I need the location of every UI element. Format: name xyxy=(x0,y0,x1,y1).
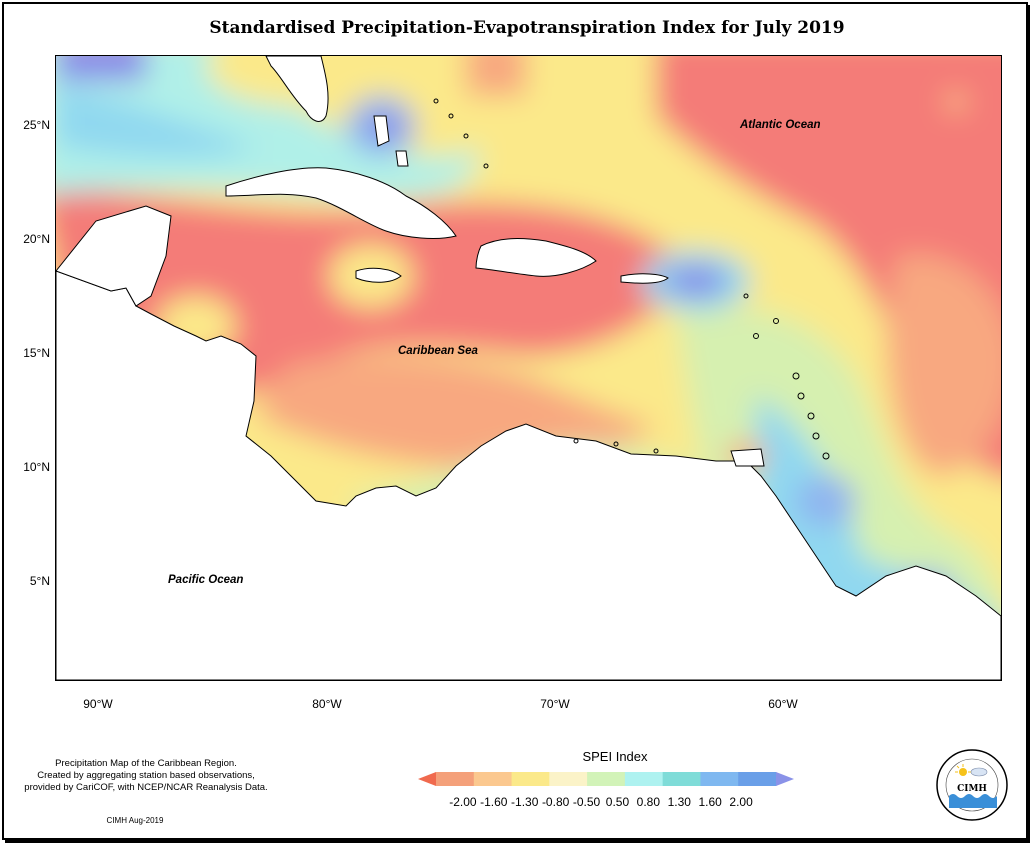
y-axis-label: 10°N xyxy=(23,460,50,474)
legend-tick-label: -1.60 xyxy=(480,795,508,809)
caribbean-sea-label: Caribbean Sea xyxy=(398,345,478,357)
legend-swatch-low-cap xyxy=(418,772,436,786)
legend-swatch xyxy=(700,772,739,786)
spei-legend-bar xyxy=(418,772,794,786)
legend-swatch xyxy=(473,772,513,786)
x-axis-label: 60°W xyxy=(768,697,798,711)
legend-swatch xyxy=(662,772,701,786)
legend-swatch-high-cap xyxy=(776,772,794,786)
legend-tick-label: 1.60 xyxy=(698,795,722,809)
legend-tick-label: -1.30 xyxy=(511,795,539,809)
map-description: Precipitation Map of the Caribbean Regio… xyxy=(6,758,286,794)
map-canvas xyxy=(56,56,1001,680)
legend-title: SPEI Index xyxy=(582,749,648,764)
atlantic-ocean-label: Atlantic Ocean xyxy=(740,119,821,131)
map-credit: CIMH Aug-2019 xyxy=(106,816,164,825)
legend-swatch xyxy=(624,772,664,786)
note-line: Precipitation Map of the Caribbean Regio… xyxy=(55,758,237,769)
legend-swatch xyxy=(738,772,777,786)
cimh-seal: CIMH xyxy=(936,749,1008,821)
x-axis-label: 70°W xyxy=(540,697,570,711)
legend-tick-label: -2.00 xyxy=(449,795,477,809)
legend-tick-label: -0.80 xyxy=(541,795,570,809)
logo-text: CIMH xyxy=(957,784,987,794)
land-outlines xyxy=(56,56,1001,680)
y-axis-label: 15°N xyxy=(23,346,50,360)
map-title: Standardised Precipitation-Evapotranspir… xyxy=(209,18,845,38)
legend-swatch xyxy=(587,772,626,786)
legend-tick-label: 1.30 xyxy=(667,795,691,809)
x-axis-label: 90°W xyxy=(83,697,113,711)
pacific-ocean-label: Pacific Ocean xyxy=(168,574,244,586)
legend-tick-label: 0.80 xyxy=(636,795,661,809)
legend-swatches xyxy=(418,772,794,786)
y-axis-label: 5°N xyxy=(29,574,50,588)
y-axis-label: 20°N xyxy=(23,232,50,246)
note-line: provided by CariCOF, with NCEP/NCAR Rean… xyxy=(24,782,268,793)
small-islands xyxy=(433,98,830,460)
legend-ticks: -2.00 -1.60 -1.30 -0.80 -0.50 0.50 0.80 1.30 1.6… xyxy=(418,795,794,811)
legend-swatch xyxy=(436,772,475,786)
legend-tick-label: 0.50 xyxy=(605,795,630,809)
legend-tick-label: -0.50 xyxy=(572,795,601,809)
legend-swatch xyxy=(549,772,588,786)
legend-swatch xyxy=(511,772,550,786)
y-axis-label: 25°N xyxy=(23,118,50,132)
x-axis-label: 80°W xyxy=(312,697,342,711)
cimh-logo: CIMH xyxy=(935,748,1009,822)
note-line: Created by aggregating station based obs… xyxy=(37,770,255,781)
spei-map xyxy=(55,55,1002,681)
legend-tick-label: 2.00 xyxy=(729,795,753,809)
